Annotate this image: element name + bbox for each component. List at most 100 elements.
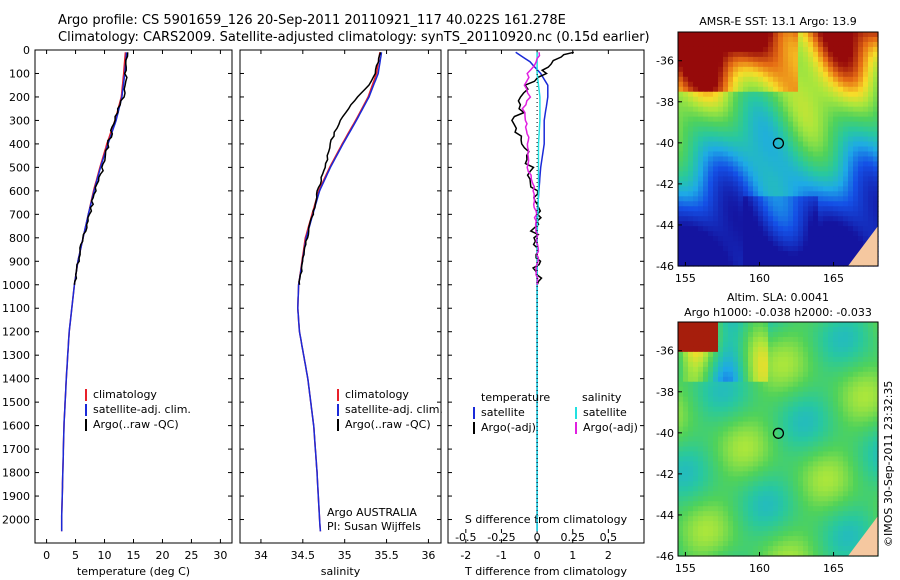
- map-cell: [858, 191, 864, 197]
- map-cell: [728, 136, 734, 143]
- depth-tick-label: 1000: [2, 279, 30, 292]
- map-cell: [743, 491, 749, 497]
- map-cell: [688, 536, 694, 542]
- map-cell: [728, 366, 734, 373]
- map-cell: [748, 146, 754, 153]
- map-cell: [793, 486, 799, 492]
- map-cell: [688, 491, 694, 497]
- map-cell: [743, 496, 749, 502]
- map-cell: [748, 176, 754, 182]
- map-cell: [818, 361, 824, 368]
- map-cell: [698, 391, 704, 398]
- map-cell: [803, 441, 809, 448]
- map-cell: [788, 176, 794, 182]
- map-cell: [693, 151, 699, 158]
- map-cell: [868, 411, 874, 418]
- map-cell: [753, 106, 759, 113]
- map-cell: [713, 486, 719, 492]
- map-cell: [873, 496, 879, 502]
- map-cell: [803, 126, 809, 133]
- map-cell: [778, 196, 784, 202]
- map-cell: [723, 541, 729, 547]
- map-cell: [838, 521, 844, 527]
- map-cell: [743, 531, 749, 537]
- map-cell: [703, 136, 709, 143]
- map-cell: [828, 361, 834, 368]
- map-cell: [738, 241, 744, 247]
- map-cell: [773, 51, 779, 58]
- map-cell: [868, 341, 874, 348]
- map-cell: [858, 141, 864, 148]
- map-cell: [688, 116, 694, 123]
- map-cell: [763, 476, 769, 482]
- map-cell: [688, 346, 694, 353]
- map-cell: [738, 406, 744, 413]
- map-cell: [798, 351, 804, 358]
- map-cell: [853, 116, 859, 123]
- map-cell: [743, 476, 749, 482]
- map-cell: [708, 36, 714, 43]
- map-cell: [683, 322, 689, 328]
- map-cell: [843, 451, 849, 458]
- map-cell: [713, 131, 719, 138]
- map-cell: [768, 201, 774, 207]
- map-cell: [833, 81, 839, 88]
- map-cell: [728, 421, 734, 428]
- map-cell: [853, 446, 859, 453]
- map-cell: [723, 356, 729, 363]
- map-cell: [803, 486, 809, 492]
- map-cell: [843, 391, 849, 398]
- map-cell: [858, 76, 864, 83]
- map-cell: [733, 511, 739, 517]
- map-cell: [768, 251, 774, 257]
- map-cell: [698, 241, 704, 247]
- map-cell: [718, 241, 724, 247]
- map-cell: [698, 441, 704, 448]
- map-cell: [693, 171, 699, 177]
- map-cell: [753, 51, 759, 58]
- map-cell: [738, 341, 744, 348]
- map-cell: [733, 196, 739, 202]
- map-cell: [808, 526, 814, 532]
- map-cell: [843, 346, 849, 353]
- map-cell: [863, 181, 869, 187]
- depth-tick-label: 200: [9, 91, 30, 104]
- map-cell: [748, 126, 754, 133]
- map-cell: [743, 111, 749, 118]
- map-cell: [783, 331, 789, 338]
- map-cell: [703, 391, 709, 398]
- map-cell: [763, 451, 769, 458]
- map-cell: [773, 166, 779, 173]
- map-cell: [753, 466, 759, 472]
- map-cell: [848, 521, 854, 527]
- map-cell: [733, 156, 739, 163]
- map-cell: [793, 521, 799, 527]
- map-cell: [778, 436, 784, 443]
- map-cell: [793, 56, 799, 63]
- map-cell: [823, 166, 829, 173]
- map-cell: [828, 406, 834, 413]
- map-cell: [758, 331, 764, 338]
- map-cell: [833, 146, 839, 153]
- map-cell: [763, 256, 769, 262]
- map-cell: [848, 436, 854, 443]
- map-cell: [788, 391, 794, 398]
- map-cell: [758, 476, 764, 482]
- map-cell: [863, 356, 869, 363]
- map-cell: [833, 371, 839, 378]
- map-cell: [723, 406, 729, 413]
- map-cell: [853, 456, 859, 463]
- map-cell: [698, 71, 704, 78]
- map-cell: [763, 416, 769, 423]
- map-cell: [758, 161, 764, 168]
- map-cell: [808, 261, 814, 267]
- map-cell: [693, 516, 699, 522]
- map-cell: [813, 151, 819, 158]
- map-cell: [738, 371, 744, 378]
- map-cell: [783, 32, 789, 38]
- map-cell: [858, 461, 864, 467]
- map-cell: [828, 431, 834, 438]
- map-cell: [788, 191, 794, 197]
- map-cell: [808, 141, 814, 148]
- map-cell: [733, 322, 739, 328]
